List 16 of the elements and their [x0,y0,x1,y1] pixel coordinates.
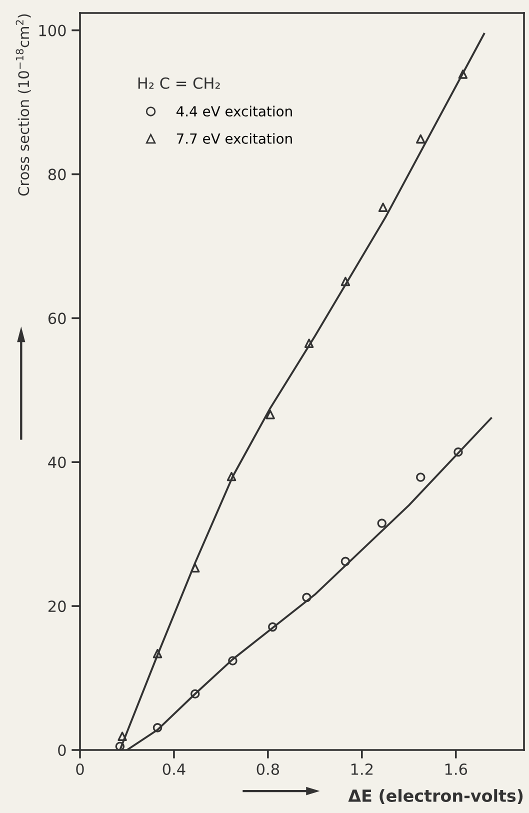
x-tick-label: 0.4 [162,763,186,776]
y-tick-label: 60 [48,312,66,324]
x-tick-label: 1.2 [351,763,373,775]
y-tick-label: 40 [48,456,66,468]
y-tick-label: 0 [58,744,66,756]
legend-title: H₂ C = CH₂ [138,77,220,89]
x-axis-title: ΔE (electron-volts) [348,789,523,804]
y-tick-label: 80 [48,168,66,180]
y-tick-label: 20 [48,600,66,612]
y-axis-title: Cross section (10$^{−18}$cm$^{2}$) [16,14,31,196]
legend-label: 7.7 eV excitation [176,133,292,144]
x-tick-label: 0.8 [256,763,280,776]
x-tick-label: 0 [76,763,84,776]
legend-label: 4.4 eV excitation [176,106,292,117]
y-tick-label: 100 [39,24,66,36]
x-tick-label: 1.6 [445,763,468,776]
